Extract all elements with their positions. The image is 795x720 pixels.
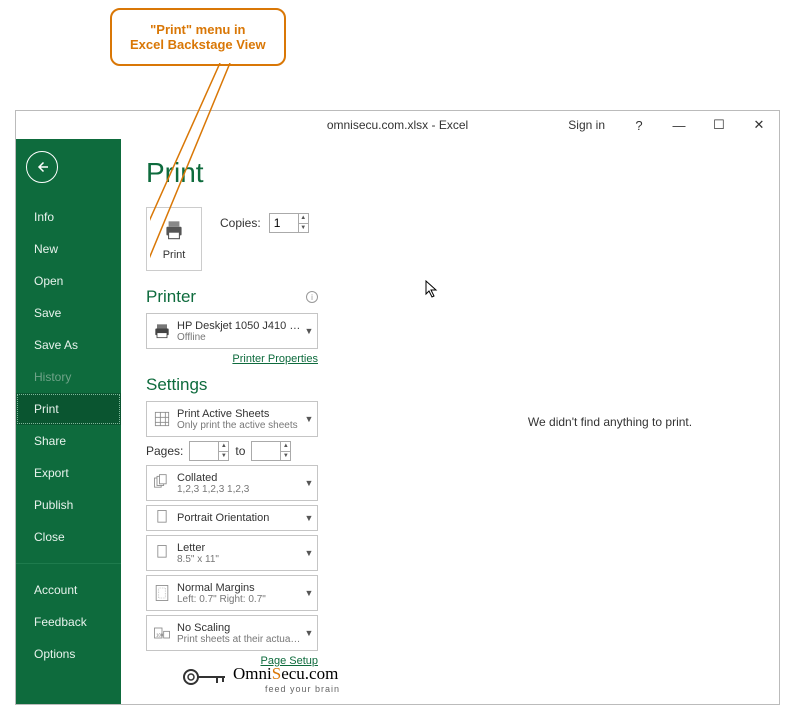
orientation-icon bbox=[147, 508, 177, 528]
scaling-title: No Scaling bbox=[177, 622, 301, 634]
printer-properties-link[interactable]: Printer Properties bbox=[146, 353, 318, 365]
info-icon[interactable]: i bbox=[306, 291, 318, 303]
sidebar-item-saveas[interactable]: Save As bbox=[16, 329, 121, 361]
titlebar: omnisecu.com.xlsx - Excel Sign in ? — ☐ … bbox=[16, 111, 779, 139]
printer-dd-icon bbox=[147, 321, 177, 341]
chevron-down-icon: ▼ bbox=[301, 588, 317, 598]
chevron-down-icon: ▼ bbox=[301, 513, 317, 523]
orientation-dropdown[interactable]: Portrait Orientation ▼ bbox=[146, 505, 318, 531]
svg-text:100: 100 bbox=[156, 632, 164, 637]
callout-annotation: "Print" menu in Excel Backstage View bbox=[110, 8, 286, 66]
excel-window: omnisecu.com.xlsx - Excel Sign in ? — ☐ … bbox=[15, 110, 780, 705]
printer-heading: Printer i bbox=[146, 287, 316, 307]
sidebar-item-publish[interactable]: Publish bbox=[16, 489, 121, 521]
scaling-dropdown[interactable]: 100 No Scaling Print sheets at their act… bbox=[146, 615, 318, 651]
settings-heading: Settings bbox=[146, 375, 316, 395]
copies-spinner[interactable]: ▲▼ bbox=[269, 213, 309, 233]
logo-tagline: feed your brain bbox=[233, 684, 340, 694]
sidebar-divider bbox=[16, 563, 121, 564]
key-icon bbox=[181, 667, 229, 692]
print-what-sub: Only print the active sheets bbox=[177, 420, 301, 431]
main-area: Info New Open Save Save As History Print… bbox=[16, 139, 779, 704]
sidebar-item-save[interactable]: Save bbox=[16, 297, 121, 329]
sidebar-item-history[interactable]: History bbox=[16, 361, 121, 393]
copies-row: Copies: ▲▼ bbox=[220, 213, 309, 233]
sidebar-item-open[interactable]: Open bbox=[16, 265, 121, 297]
chevron-down-icon: ▼ bbox=[301, 414, 317, 424]
sidebar-item-new[interactable]: New bbox=[16, 233, 121, 265]
sidebar-item-info[interactable]: Info bbox=[16, 201, 121, 233]
collate-dropdown[interactable]: Collated 1,2,3 1,2,3 1,2,3 ▼ bbox=[146, 465, 318, 501]
page-from-spinner[interactable]: ▲▼ bbox=[189, 441, 229, 461]
preview-message: We didn't find anything to print. bbox=[528, 415, 692, 429]
margins-title: Normal Margins bbox=[177, 582, 301, 594]
callout-line1: "Print" menu in bbox=[130, 22, 266, 37]
sidebar-item-share[interactable]: Share bbox=[16, 425, 121, 457]
titlebar-right: Sign in ? — ☐ ✕ bbox=[554, 111, 779, 139]
print-what-dropdown[interactable]: Print Active Sheets Only print the activ… bbox=[146, 401, 318, 437]
spin-buttons[interactable]: ▲▼ bbox=[298, 214, 308, 232]
pages-label: Pages: bbox=[146, 444, 183, 458]
callout-line2: Excel Backstage View bbox=[130, 37, 266, 52]
sidebar-item-print[interactable]: Print bbox=[16, 393, 121, 425]
back-arrow-icon bbox=[33, 158, 51, 176]
collate-icon bbox=[147, 473, 177, 493]
chevron-down-icon: ▼ bbox=[301, 628, 317, 638]
maximize-button[interactable]: ☐ bbox=[699, 111, 739, 139]
close-button[interactable]: ✕ bbox=[739, 111, 779, 139]
collate-title: Collated bbox=[177, 472, 301, 484]
margins-sub: Left: 0.7" Right: 0.7" bbox=[177, 594, 301, 605]
paper-icon bbox=[147, 543, 177, 563]
cursor-icon bbox=[425, 280, 439, 298]
chevron-down-icon: ▼ bbox=[301, 326, 317, 336]
logo-text: OmniSecu.com feed your brain bbox=[233, 664, 340, 694]
printer-name: HP Deskjet 1050 J410 series bbox=[177, 320, 301, 332]
printer-dropdown[interactable]: HP Deskjet 1050 J410 series Offline ▼ bbox=[146, 313, 318, 349]
minimize-button[interactable]: — bbox=[659, 111, 699, 139]
orientation-title: Portrait Orientation bbox=[177, 512, 301, 524]
copies-label: Copies: bbox=[220, 216, 261, 230]
paper-dropdown[interactable]: Letter 8.5" x 11" ▼ bbox=[146, 535, 318, 571]
paper-sub: 8.5" x 11" bbox=[177, 554, 301, 565]
printer-status: Offline bbox=[177, 332, 301, 343]
sidebar-item-export[interactable]: Export bbox=[16, 457, 121, 489]
window-title: omnisecu.com.xlsx - Excel bbox=[327, 118, 468, 132]
to-label: to bbox=[235, 444, 245, 458]
signin-link[interactable]: Sign in bbox=[554, 118, 619, 132]
sidebar-item-options[interactable]: Options bbox=[16, 638, 121, 670]
scaling-sub: Print sheets at their actual size bbox=[177, 634, 301, 645]
sidebar-item-feedback[interactable]: Feedback bbox=[16, 606, 121, 638]
print-button[interactable]: Print bbox=[146, 207, 202, 271]
sheets-icon bbox=[147, 409, 177, 429]
page-to-spinner[interactable]: ▲▼ bbox=[251, 441, 291, 461]
print-preview: We didn't find anything to print. bbox=[441, 139, 779, 704]
margins-dropdown[interactable]: Normal Margins Left: 0.7" Right: 0.7" ▼ bbox=[146, 575, 318, 611]
back-button[interactable] bbox=[26, 151, 58, 183]
sidebar-item-close[interactable]: Close bbox=[16, 521, 121, 553]
paper-title: Letter bbox=[177, 542, 301, 554]
chevron-down-icon: ▼ bbox=[301, 478, 317, 488]
printer-icon bbox=[161, 217, 187, 243]
print-button-label: Print bbox=[163, 249, 186, 261]
print-what-title: Print Active Sheets bbox=[177, 408, 301, 420]
callout-box: "Print" menu in Excel Backstage View bbox=[110, 8, 286, 66]
chevron-down-icon: ▼ bbox=[301, 548, 317, 558]
print-content: Print Print Copies: ▲▼ bbox=[121, 139, 779, 704]
collate-sub: 1,2,3 1,2,3 1,2,3 bbox=[177, 484, 301, 495]
margins-icon bbox=[147, 583, 177, 603]
omnisecu-logo: OmniSecu.com feed your brain bbox=[181, 664, 340, 694]
help-button[interactable]: ? bbox=[619, 111, 659, 139]
backstage-sidebar: Info New Open Save Save As History Print… bbox=[16, 139, 121, 704]
sidebar-item-account[interactable]: Account bbox=[16, 574, 121, 606]
scaling-icon: 100 bbox=[147, 623, 177, 643]
